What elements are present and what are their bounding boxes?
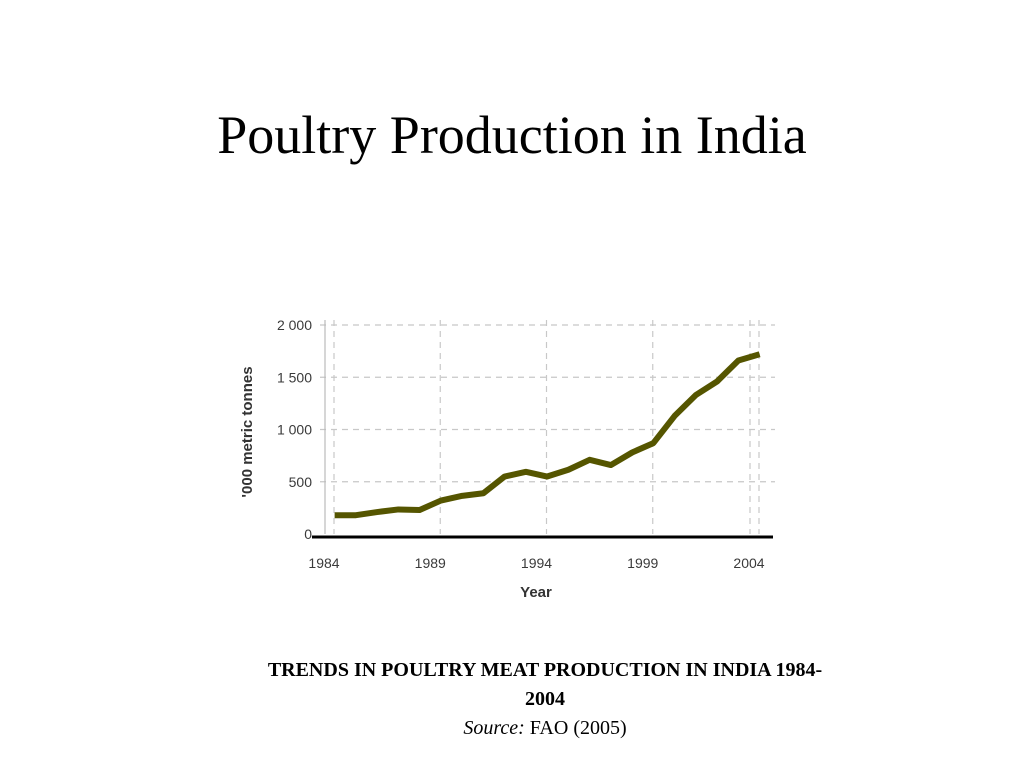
x-axis-label: Year: [520, 584, 552, 601]
x-tick-label: 1984: [308, 555, 339, 571]
grid-layer: [320, 320, 775, 534]
series-line: [334, 351, 761, 519]
x-tick-label: 1989: [415, 555, 446, 571]
figure-caption: TRENDS IN POULTRY MEAT PRODUCTION IN IND…: [250, 656, 840, 743]
y-tick-label: 1 500: [277, 369, 312, 385]
y-axis-label: '000 metric tonnes: [239, 366, 256, 497]
x-tick-label: 2004: [733, 555, 764, 571]
caption-title: TRENDS IN POULTRY MEAT PRODUCTION IN IND…: [267, 659, 823, 710]
y-tick-label: 2 000: [277, 317, 312, 333]
axis-layer: [312, 320, 773, 539]
caption-source-label: Source:: [463, 717, 525, 739]
tick-layer: 0 500 1 000 1 500 2 000 1984 1989 1994 1999 2004: [277, 317, 765, 571]
slide-title: Poultry Production in India: [217, 105, 807, 165]
series-layer: [334, 351, 761, 519]
y-tick-label: 500: [289, 474, 313, 490]
x-tick-label: 1994: [521, 555, 552, 571]
y-tick-label: 1 000: [277, 422, 312, 438]
y-tick-label: 0: [304, 526, 312, 542]
caption-source: Source: FAO (2005): [250, 714, 840, 743]
x-tick-label: 1999: [627, 555, 658, 571]
caption-source-text: FAO (2005): [524, 717, 627, 739]
